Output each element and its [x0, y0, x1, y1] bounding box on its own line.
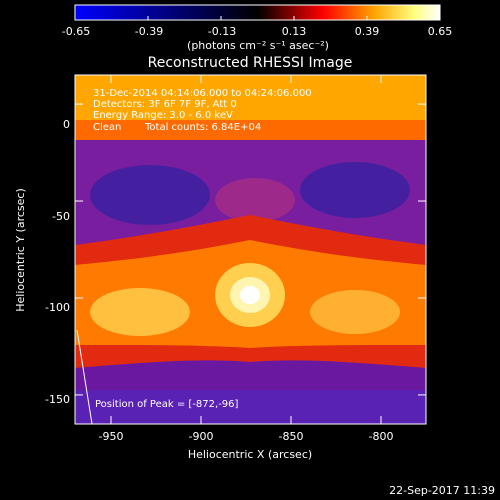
info-time-range: 31-Dec-2014 04:14:06.000 to 04:24:06.000 [93, 88, 312, 99]
x-axis-label: Heliocentric X (arcsec) [188, 448, 312, 461]
y-axis-label: Heliocentric Y (arcsec) [14, 188, 27, 312]
x-tick-label-1: -900 [189, 430, 214, 443]
y-tick-label-3: -150 [45, 393, 70, 406]
colorbar-tick-label-1: -0.39 [135, 25, 163, 38]
y-tick-label-2: -100 [45, 301, 70, 314]
x-tick-label-0: -950 [99, 430, 124, 443]
y-tick-label-0: 0 [63, 118, 70, 131]
y-axis-ticks [75, 103, 426, 396]
colorbar [74, 4, 441, 21]
limb-line [76, 329, 93, 424]
peak-position-label: Position of Peak = [-872,-96] [95, 399, 239, 410]
colorbar-unit: (photons cm⁻² s⁻¹ asec⁻²) [187, 39, 329, 52]
colorbar-tick-label-5: 0.65 [428, 25, 453, 38]
rhessi-image [75, 75, 426, 424]
info-detectors: Detectors: 3F 6F 7F 9F, Att 0 [93, 99, 237, 110]
info-algorithm: Clean [93, 122, 121, 133]
plot-title: Reconstructed RHESSI Image [148, 55, 353, 71]
y-tick-label-1: -50 [52, 210, 70, 223]
colorbar-tick-label-4: 0.39 [355, 25, 380, 38]
colorbar-tick-label-2: -0.13 [208, 25, 236, 38]
colorbar-tick-label-3: 0.13 [282, 25, 307, 38]
info-total-counts: Total counts: 6.84E+04 [144, 122, 261, 133]
x-tick-label-2: -850 [279, 430, 304, 443]
x-tick-label-3: -800 [369, 430, 394, 443]
x-axis-ticks [110, 75, 382, 424]
colorbar-ticks [74, 16, 441, 20]
timestamp: 22-Sep-2017 11:39 [389, 484, 495, 497]
info-energy-range: Energy Range: 3.0 - 6.0 keV [93, 110, 233, 121]
colorbar-tick-label-0: -0.65 [62, 25, 90, 38]
plot-frame [74, 74, 427, 425]
